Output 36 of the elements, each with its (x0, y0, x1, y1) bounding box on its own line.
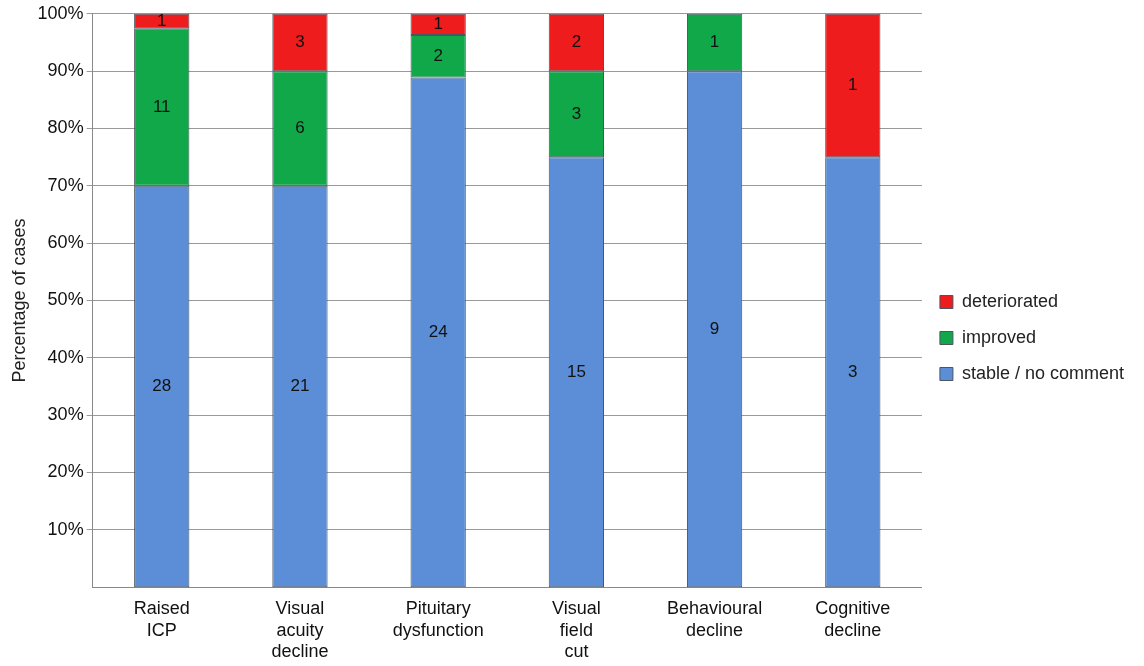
legend-label: stable / no comment (961, 362, 1125, 383)
x-tick-label: Cognitive decline (815, 597, 891, 640)
y-tick-label: 70% (47, 174, 84, 195)
annotation: 21 (290, 376, 310, 396)
x-tick-label: Raised ICP (133, 597, 190, 640)
annotation: 6 (295, 118, 305, 138)
y-tick-label: 100% (37, 2, 84, 23)
annotation: 1 (433, 14, 443, 34)
annotation: 2 (571, 32, 582, 52)
y-tick-label: 10% (47, 518, 84, 539)
y-tick-label: 30% (47, 404, 84, 425)
y-tick-label: 20% (47, 461, 84, 482)
annotation: 11 (152, 96, 171, 116)
y-tick-label: 80% (47, 117, 84, 138)
annotation: 15 (566, 361, 586, 381)
x-tick-label: Visual acuity decline (271, 597, 329, 662)
legend-label: improved (961, 326, 1036, 347)
annotation: 1 (848, 75, 858, 95)
x-tick-label: Pituitary dysfunction (392, 597, 484, 640)
annotation: 1 (157, 10, 167, 30)
y-tick-label: 40% (47, 346, 84, 367)
annotation: 3 (295, 32, 305, 52)
annotation: 28 (152, 376, 172, 396)
y-tick-label: 90% (47, 60, 84, 81)
annotation: 3 (848, 361, 858, 381)
x-tick-label: Behavioural decline (667, 597, 763, 640)
annotation: 2 (433, 45, 443, 65)
annotation: 1 (709, 32, 720, 52)
annotation: 9 (709, 318, 720, 338)
annotation: 3 (571, 103, 582, 123)
legend-label: deteriorated (961, 290, 1058, 311)
x-tick-label: Visual field cut (552, 597, 601, 662)
annotation: 24 (428, 322, 448, 342)
y-tick-label: 60% (47, 232, 84, 253)
y-axis-title: Percentage of cases (8, 218, 29, 383)
y-tick-label: 50% (47, 289, 84, 310)
